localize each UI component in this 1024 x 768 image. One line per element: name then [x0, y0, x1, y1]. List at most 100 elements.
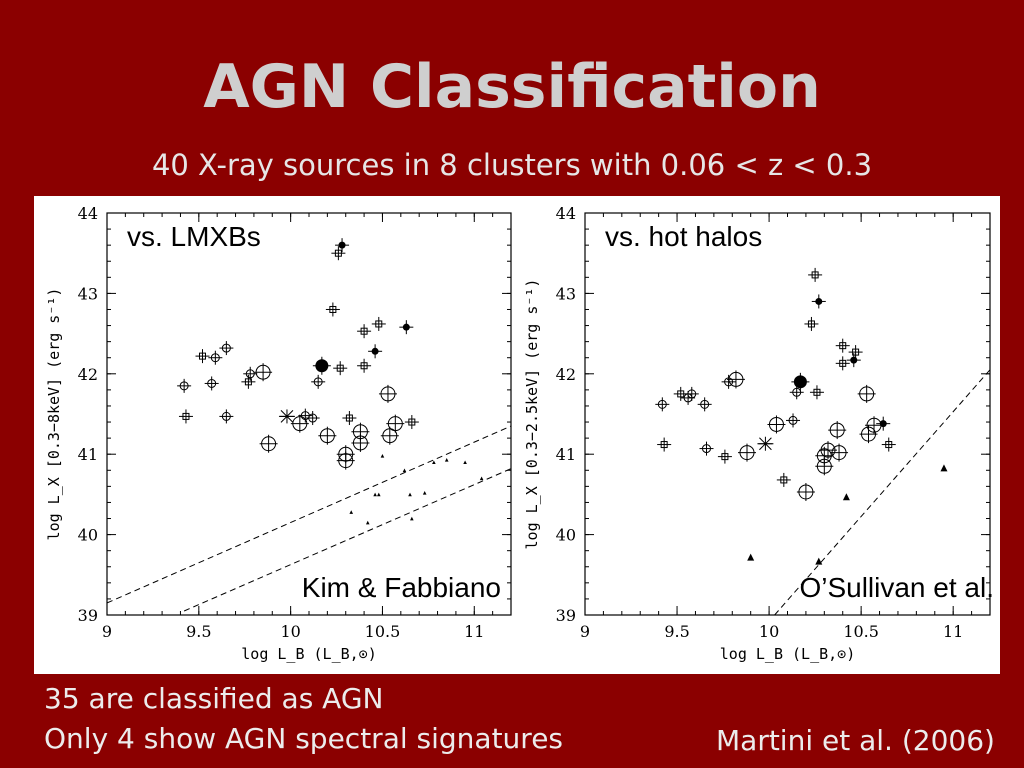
plot-annotation: vs. hot halos — [605, 221, 762, 252]
data-point-triangle — [410, 516, 414, 521]
data-point-open-large — [768, 416, 784, 432]
data-point-square — [182, 412, 190, 420]
reference-lines — [774, 369, 990, 615]
data-point-filled — [402, 323, 410, 331]
data-point-open-large — [859, 386, 875, 402]
y-tick-label: 44 — [78, 204, 98, 223]
data-point-open — [210, 353, 220, 363]
dashed-line — [107, 425, 511, 604]
data-point-square — [360, 327, 368, 335]
slide-subtitle: 40 X-ray sources in 8 clusters with 0.06… — [151, 148, 873, 182]
data-point-triangle — [402, 468, 407, 473]
data-point-square — [807, 320, 815, 328]
data-point-square — [408, 418, 416, 426]
data-point-square — [885, 441, 893, 449]
data-point-square — [811, 271, 819, 279]
data-point-open-large — [829, 422, 845, 438]
data-point-open-large — [798, 484, 814, 500]
data-point-triangle — [373, 492, 377, 497]
data-point-triangle — [940, 464, 948, 472]
data-point-square — [345, 414, 353, 422]
data-point-open-large — [338, 446, 354, 462]
x-tick-label: 10 — [280, 622, 300, 641]
data-point-open-large — [728, 371, 744, 387]
x-axis-label: log L_B (L_B,⊙) — [241, 645, 376, 663]
x-tick-label: 9.5 — [186, 622, 211, 641]
data-point-triangle — [349, 510, 354, 514]
x-tick-label: 9 — [102, 622, 112, 641]
data-point-star — [757, 437, 774, 451]
data-point-open-large — [831, 445, 847, 461]
data-point-open-large — [387, 416, 403, 432]
x-tick-label: 11 — [943, 622, 963, 641]
data-point-triangle — [422, 490, 427, 495]
data-point-square — [198, 352, 206, 360]
data-point-square — [852, 348, 860, 356]
data-point-square — [336, 364, 344, 372]
bullet-agn-count: 35 are classified as AGN — [44, 682, 384, 715]
data-points — [177, 238, 484, 525]
data-point-square — [334, 249, 342, 257]
y-tick-label: 39 — [556, 606, 576, 625]
data-point-square — [329, 305, 337, 313]
data-point-triangle — [815, 557, 823, 565]
data-point-triangle — [444, 458, 449, 462]
y-tick-label: 41 — [78, 445, 98, 464]
plot-1: 9 9.5 10 10.5 11 39 40 41 42 43 44 log L_B (L_B,⊙) l… — [45, 204, 512, 663]
data-point-open — [657, 399, 667, 409]
data-point-square — [660, 441, 668, 449]
data-point-square — [839, 342, 847, 350]
y-tick-label: 43 — [78, 284, 98, 303]
data-point-open — [221, 411, 231, 421]
data-point-open-large — [319, 428, 335, 444]
data-point-open — [179, 381, 189, 391]
data-point-open-large — [861, 426, 876, 442]
data-point-square — [813, 388, 821, 396]
data-point-open — [792, 387, 802, 397]
plot-annotation: vs. LMXBs — [127, 221, 261, 252]
data-point-square — [360, 362, 368, 370]
data-point-filled — [850, 356, 858, 364]
data-point-triangle — [365, 520, 370, 525]
data-point-open — [207, 378, 217, 388]
data-point-square — [780, 476, 788, 484]
y-tick-label: 40 — [556, 526, 576, 545]
data-point-open — [788, 415, 798, 425]
data-point-triangle — [408, 492, 412, 497]
data-point-open-large — [255, 364, 271, 380]
data-point-triangle — [376, 492, 381, 497]
data-point-open — [687, 389, 697, 399]
data-point-star — [278, 410, 295, 423]
data-point-filled-large — [315, 359, 329, 373]
y-tick-label: 42 — [78, 365, 98, 384]
data-point-triangle — [380, 454, 385, 458]
plot-credit: O’Sullivan et al. — [799, 572, 994, 603]
y-tick-label: 43 — [556, 284, 576, 303]
data-point-filled-large — [793, 375, 807, 389]
data-point-square — [721, 453, 729, 461]
plot-credit: Kim & Fabbiano — [302, 572, 501, 603]
data-point-triangle — [842, 493, 850, 501]
figure-panel: 9 9.5 10 10.5 11 39 40 41 42 43 44 log L_B (L_B,⊙) l… — [34, 196, 1000, 674]
data-point-square — [677, 390, 685, 398]
citation: Martini et al. (2006) — [716, 724, 995, 757]
x-tick-label: 10 — [759, 622, 779, 641]
data-point-open-large — [380, 386, 396, 402]
reference-lines — [107, 425, 511, 612]
plot-frame — [584, 212, 991, 616]
x-tick-label: 10.5 — [365, 622, 401, 641]
data-point-filled — [371, 347, 379, 355]
x-tick-label: 10.5 — [843, 622, 879, 641]
data-point-open — [245, 369, 255, 379]
y-tick-label: 39 — [78, 606, 98, 625]
data-point-triangle — [479, 476, 484, 481]
y-axis-label: log L_X [0.3−2.5keV] (erg s⁻¹) — [523, 279, 541, 550]
scatter-plots: 9 9.5 10 10.5 11 39 40 41 42 43 44 log L_B (L_B,⊙) l… — [45, 204, 994, 663]
data-point-open-large — [352, 435, 368, 451]
y-axis-label: log L_X [0.3−8keV] (erg s⁻¹) — [45, 288, 63, 541]
data-points — [655, 267, 948, 565]
slide-title: AGN Classification — [203, 52, 821, 122]
data-point-open — [702, 444, 711, 454]
data-point-open — [308, 413, 318, 423]
data-point-triangle — [432, 460, 436, 465]
